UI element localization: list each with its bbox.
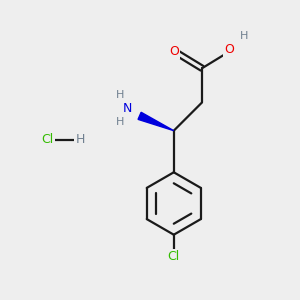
Text: H: H [116,90,124,100]
Text: O: O [224,43,234,56]
Text: H: H [116,117,124,127]
Text: O: O [169,45,179,58]
Text: H: H [76,133,85,146]
Text: Cl: Cl [168,250,180,262]
Text: Cl: Cl [41,133,54,146]
Text: H: H [240,32,248,41]
Polygon shape [138,112,174,131]
Text: N: N [123,103,132,116]
